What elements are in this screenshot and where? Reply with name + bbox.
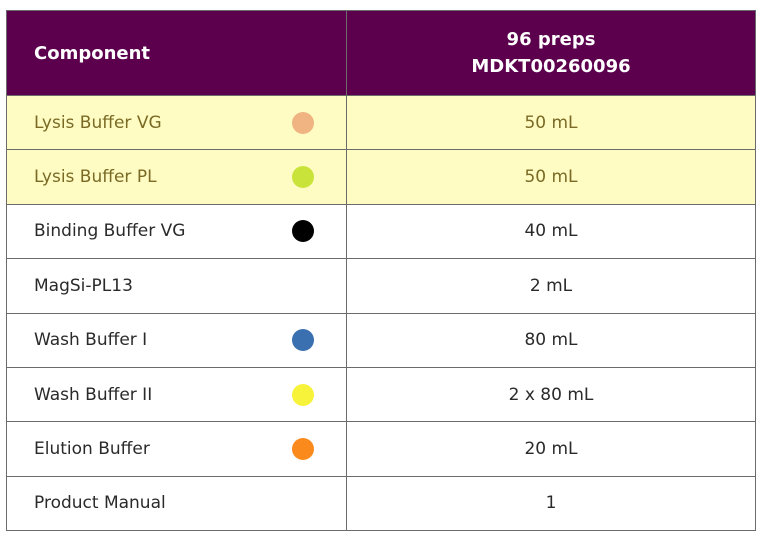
color-dot-icon xyxy=(292,111,314,134)
component-name: Wash Buffer II xyxy=(34,384,153,405)
quantity-cell: 2 x 80 mL xyxy=(346,366,756,423)
component-cell: Product Manual xyxy=(6,475,347,532)
component-name: MagSi-PL13 xyxy=(34,275,133,296)
color-dot-icon xyxy=(292,220,314,243)
component-name: Elution Buffer xyxy=(34,439,150,460)
header-catalog-number: MDKT00260096 xyxy=(471,56,631,77)
table-row: Wash Buffer II 2 x 80 mL xyxy=(6,366,756,423)
component-cell: MagSi-PL13 xyxy=(6,258,347,314)
table-row: MagSi-PL13 2 mL xyxy=(6,258,756,314)
quantity-cell: 80 mL xyxy=(346,312,756,368)
component-name: Lysis Buffer PL xyxy=(34,167,157,188)
color-dot-icon xyxy=(292,383,314,406)
table-row: Lysis Buffer VG 50 mL xyxy=(6,94,756,151)
table-row: Wash Buffer I 80 mL xyxy=(6,312,756,368)
header-preps: 96 preps MDKT00260096 xyxy=(346,10,756,96)
component-name: Product Manual xyxy=(34,493,166,514)
component-cell: Wash Buffer I xyxy=(6,312,347,368)
table-row: Lysis Buffer PL 50 mL xyxy=(6,149,756,205)
color-dot-icon xyxy=(292,329,314,352)
quantity-cell: 50 mL xyxy=(346,149,756,205)
component-name: Wash Buffer I xyxy=(34,330,148,351)
table-row: Product Manual 1 xyxy=(6,475,756,532)
table-header-row: Component 96 preps MDKT00260096 xyxy=(6,10,756,96)
color-dot-icon xyxy=(292,166,314,189)
table-row: Elution Buffer 20 mL xyxy=(6,421,756,477)
components-table: Component 96 preps MDKT00260096 Lysis Bu… xyxy=(6,10,756,532)
quantity-cell: 50 mL xyxy=(346,94,756,151)
table-row: Binding Buffer VG 40 mL xyxy=(6,203,756,260)
quantity-cell: 40 mL xyxy=(346,203,756,260)
quantity-cell: 20 mL xyxy=(346,421,756,477)
component-cell: Wash Buffer II xyxy=(6,366,347,423)
header-preps-label: 96 preps xyxy=(506,29,596,50)
header-component: Component xyxy=(6,10,347,96)
quantity-cell: 2 mL xyxy=(346,258,756,314)
color-dot-icon xyxy=(292,438,314,461)
component-cell: Lysis Buffer VG xyxy=(6,94,347,151)
quantity-cell: 1 xyxy=(346,475,756,532)
component-cell: Elution Buffer xyxy=(6,421,347,477)
component-name: Lysis Buffer VG xyxy=(34,112,162,133)
component-name: Binding Buffer VG xyxy=(34,221,186,242)
component-cell: Lysis Buffer PL xyxy=(6,149,347,205)
component-cell: Binding Buffer VG xyxy=(6,203,347,260)
